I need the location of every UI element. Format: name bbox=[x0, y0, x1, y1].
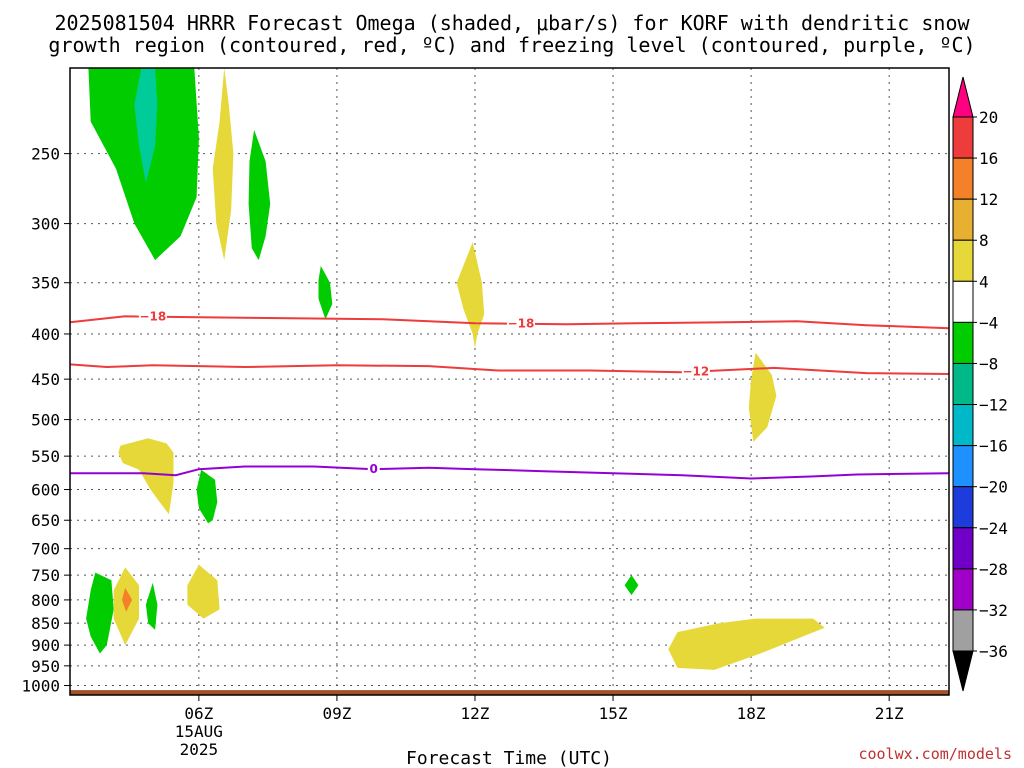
x-tick-label: 18Z bbox=[737, 704, 766, 723]
colorbar-cell bbox=[952, 239, 974, 282]
omega-shaded-region bbox=[624, 575, 639, 596]
colorbar-label: 20 bbox=[979, 108, 998, 127]
colorbar-label: 4 bbox=[979, 272, 989, 291]
y-tick-label: 850 bbox=[31, 614, 60, 633]
contour-label: −12 bbox=[683, 365, 710, 379]
colorbar-cell bbox=[952, 157, 974, 200]
omega-shaded-region bbox=[145, 582, 158, 630]
contour-label: −18 bbox=[508, 317, 535, 331]
omega-shaded-region bbox=[668, 618, 825, 670]
chart-title-line1: 2025081504 HRRR Forecast Omega (shaded, … bbox=[54, 11, 970, 35]
y-tick-label: 750 bbox=[31, 566, 60, 585]
omega-shaded-region bbox=[118, 438, 174, 515]
colorbar: 20 16 12 8 4 −4 −8 −12 −16 −20 −24 −28 −32 −36 bbox=[952, 76, 1008, 692]
colorbar-cell bbox=[952, 198, 974, 241]
colorbar-cell bbox=[952, 486, 974, 529]
y-tick-label: 1000 bbox=[21, 677, 60, 696]
x-tick-label: 06Z bbox=[184, 704, 213, 723]
contour-label-bg bbox=[507, 316, 536, 331]
omega-shaded-region bbox=[196, 469, 218, 524]
colorbar-label: 8 bbox=[979, 231, 989, 250]
colorbar-label: −4 bbox=[979, 313, 998, 332]
colorbar-cell bbox=[952, 568, 974, 611]
colorbar-label: 12 bbox=[979, 190, 998, 209]
colorbar-label: −8 bbox=[979, 354, 998, 373]
omega-shaded-region bbox=[456, 242, 485, 349]
y-tick-label: 450 bbox=[31, 370, 60, 389]
omega-shaded-region bbox=[748, 352, 777, 442]
x-tick-label: 21Z bbox=[875, 704, 904, 723]
y-tick-label: 550 bbox=[31, 447, 60, 466]
y-tick-label: 500 bbox=[31, 411, 60, 430]
colorbar-cell bbox=[952, 404, 974, 447]
y-tick-label: 600 bbox=[31, 481, 60, 500]
x-tick-label: 09Z bbox=[322, 704, 351, 723]
y-tick-label: 650 bbox=[31, 511, 60, 530]
contour-line bbox=[70, 465, 949, 480]
y-tick-label: 400 bbox=[31, 325, 60, 344]
colorbar-cell bbox=[952, 321, 974, 364]
omega-shaded-region bbox=[86, 572, 114, 654]
plot-frame bbox=[69, 67, 950, 696]
contour-label-bg bbox=[367, 462, 380, 477]
y-tick-label: 300 bbox=[31, 215, 60, 234]
contour-line bbox=[70, 363, 949, 375]
colorbar-label: −32 bbox=[979, 601, 1008, 620]
x-tick-label: 15Z bbox=[599, 704, 628, 723]
colorbar-label: −24 bbox=[979, 519, 1008, 538]
colorbar-bottom-arrow bbox=[952, 650, 974, 692]
y-tick-label: 700 bbox=[31, 540, 60, 559]
colorbar-label: −16 bbox=[979, 437, 1008, 456]
colorbar-label: −28 bbox=[979, 560, 1008, 579]
contour-label-bg bbox=[138, 309, 167, 324]
contour-label: 0 bbox=[370, 462, 378, 476]
colorbar-label: −20 bbox=[979, 478, 1008, 497]
x-tick-label: 12Z bbox=[461, 704, 490, 723]
y-tick-label: 900 bbox=[31, 636, 60, 655]
axes: 250 300 350 400 450 500 550 600 650 700 750 800 850 9… bbox=[21, 67, 950, 759]
x-tick-sublabel: 2025 bbox=[180, 740, 219, 759]
colorbar-cell bbox=[952, 609, 974, 652]
omega-shaded-region bbox=[134, 68, 158, 184]
y-tick-label: 250 bbox=[31, 145, 60, 164]
colorbar-cell bbox=[952, 362, 974, 406]
plot-area: −18−18−12−120 bbox=[70, 68, 949, 695]
colorbar-label: −36 bbox=[979, 642, 1008, 661]
y-tick-label: 350 bbox=[31, 274, 60, 293]
omega-shaded-region bbox=[212, 68, 234, 261]
colorbar-cell bbox=[952, 527, 974, 570]
x-axis-label: Forecast Time (UTC) bbox=[406, 748, 612, 768]
colorbar-cell bbox=[952, 445, 974, 488]
omega-shaded-region bbox=[122, 587, 133, 612]
contour-label-bg bbox=[681, 364, 710, 379]
credit-link[interactable]: coolwx.com/models bbox=[858, 745, 1012, 763]
chart-title-line2: growth region (contoured, red, ºC) and f… bbox=[48, 33, 975, 57]
omega-shaded-region bbox=[248, 129, 271, 261]
omega-shaded-region bbox=[318, 265, 333, 320]
colorbar-label: −12 bbox=[979, 396, 1008, 415]
colorbar-cell bbox=[952, 280, 974, 323]
colorbar-label: 16 bbox=[979, 149, 998, 168]
y-tick-label: 800 bbox=[31, 591, 60, 610]
y-tick-label: 950 bbox=[31, 657, 60, 676]
x-tick-sublabel: 15AUG bbox=[175, 722, 223, 741]
omega-shaded-region bbox=[187, 564, 220, 619]
ground-surface bbox=[70, 690, 949, 695]
colorbar-cell bbox=[952, 116, 974, 159]
contour-label: −18 bbox=[139, 310, 166, 324]
